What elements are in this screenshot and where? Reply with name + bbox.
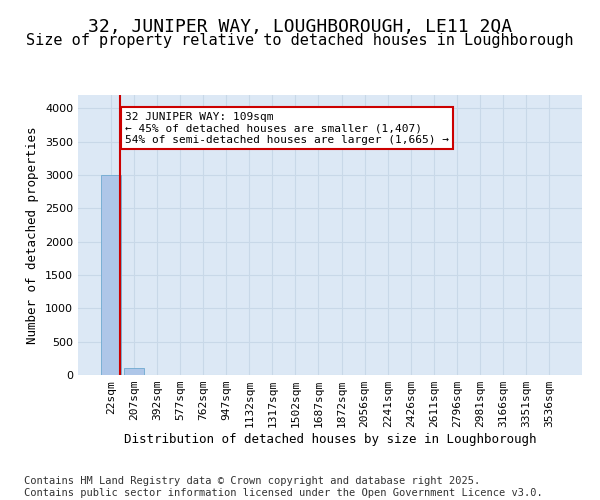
Bar: [101, 175, 121, 375]
Text: Contains HM Land Registry data © Crown copyright and database right 2025.: Contains HM Land Registry data © Crown c…: [24, 476, 480, 486]
Text: Contains public sector information licensed under the Open Government Licence v3: Contains public sector information licen…: [24, 488, 543, 498]
Y-axis label: Number of detached properties: Number of detached properties: [26, 126, 40, 344]
Text: Size of property relative to detached houses in Loughborough: Size of property relative to detached ho…: [26, 32, 574, 48]
X-axis label: Distribution of detached houses by size in Loughborough: Distribution of detached houses by size …: [124, 432, 536, 446]
Bar: [124, 368, 143, 375]
Text: 32, JUNIPER WAY, LOUGHBOROUGH, LE11 2QA: 32, JUNIPER WAY, LOUGHBOROUGH, LE11 2QA: [88, 18, 512, 36]
Text: 32 JUNIPER WAY: 109sqm
← 45% of detached houses are smaller (1,407)
54% of semi-: 32 JUNIPER WAY: 109sqm ← 45% of detached…: [125, 112, 449, 145]
